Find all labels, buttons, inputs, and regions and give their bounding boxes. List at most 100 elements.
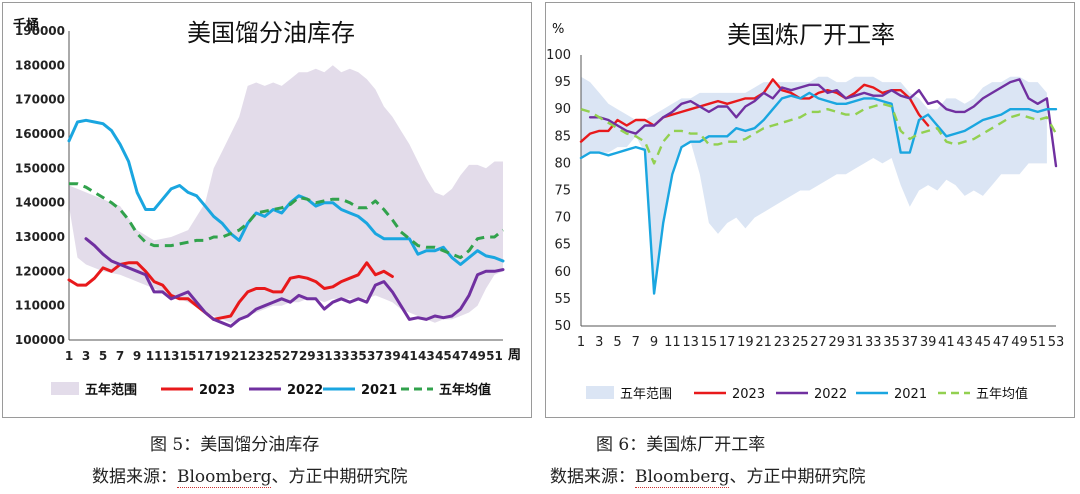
legend-label: 2021 <box>361 383 397 398</box>
x-tick-label: 23 <box>774 335 791 350</box>
figure-caption-left: 图 5：美国馏分油库存 <box>150 435 320 455</box>
x-tick-label: 3 <box>595 335 603 350</box>
x-tick-label: 9 <box>650 335 658 350</box>
x-tick-label: 15 <box>180 349 197 363</box>
five-year-range-band <box>69 65 503 323</box>
x-tick-label: 39 <box>920 335 937 350</box>
x-tick-label: 41 <box>938 335 955 350</box>
series-line-2021 <box>67 118 505 266</box>
legend-label: 五年范围 <box>620 387 672 402</box>
y-tick-label: 80 <box>554 156 571 171</box>
series-line-五年均值 <box>69 182 504 260</box>
x-tick-label: 31 <box>316 349 333 363</box>
x-tick-label: 35 <box>883 335 900 350</box>
source-suffix: 、方正中期研究院 <box>729 467 866 487</box>
series-line-2022 <box>588 78 1058 168</box>
distillate-stocks-chart: 美国馏分油库存 千桶周 100000 110000 120000 130000 140000… <box>13 17 521 398</box>
y-tick-label: 130000 <box>15 230 65 244</box>
chart-title: 美国馏分油库存 <box>187 19 355 47</box>
y-tick-label: 95 <box>554 75 571 90</box>
x-tick-label: 33 <box>333 349 350 363</box>
y-axis-unit-label: 千桶 <box>13 17 39 33</box>
x-tick-label: 51 <box>486 349 503 363</box>
legend-label: 五年均值 <box>439 382 491 398</box>
x-tick-label: 21 <box>755 335 772 350</box>
x-tick-label: 5 <box>613 335 621 350</box>
y-tick-label: 150000 <box>15 161 65 175</box>
series-line-五年均值 <box>580 102 1058 165</box>
x-tick-label: 51 <box>1029 335 1046 350</box>
legend-label: 2022 <box>814 387 847 402</box>
legend-label: 2022 <box>287 383 323 398</box>
chart-panel-distillate-stocks: 美国馏分油库存 千桶周 100000 110000 120000 130000 140000… <box>2 2 532 418</box>
x-tick-label: 21 <box>231 349 248 363</box>
x-tick-label: 17 <box>719 335 736 350</box>
x-tick-label: 27 <box>282 349 299 363</box>
x-tick-label: 33 <box>865 335 882 350</box>
x-tick-label: 7 <box>632 335 640 350</box>
x-tick-label: 45 <box>975 335 992 350</box>
source-name: Bloomberg <box>177 467 272 488</box>
y-tick-label: 180000 <box>15 58 65 72</box>
x-tick-label: 37 <box>902 335 919 350</box>
y-tick-label: 110000 <box>15 299 65 313</box>
y-tick-label: 55 <box>554 292 571 307</box>
x-tick-label: 45 <box>435 349 452 363</box>
legend-label: 2023 <box>732 387 765 402</box>
chart-title: 美国炼厂开工率 <box>727 21 895 49</box>
series-line-2023 <box>579 78 930 143</box>
x-tick-label: 13 <box>163 349 180 363</box>
x-tick-label: 19 <box>737 335 754 350</box>
source-note-right: 数据来源：Bloomberg、方正中期研究院 <box>550 462 866 488</box>
y-tick-label: 70 <box>554 211 571 226</box>
legend-label: 2023 <box>199 383 235 398</box>
x-tick-label: 37 <box>367 349 384 363</box>
y-tick-label: 75 <box>554 184 571 199</box>
x-tick-label: 5 <box>99 349 107 363</box>
x-tick-label: 29 <box>299 349 316 363</box>
x-tick-label: 29 <box>828 335 845 350</box>
x-tick-label: 3 <box>82 349 90 363</box>
x-tick-label: 7 <box>116 349 124 363</box>
y-tick-label: 160000 <box>15 127 65 141</box>
legend-swatch-range <box>586 386 614 399</box>
source-note-left: 数据来源：Bloomberg、方正中期研究院 <box>92 462 408 488</box>
x-tick-label: 25 <box>265 349 282 363</box>
y-tick-label: 65 <box>554 238 571 253</box>
x-axis-unit-label: 周 <box>508 348 521 363</box>
x-tick-label: 41 <box>401 349 418 363</box>
y-tick-label: 90 <box>554 102 571 117</box>
five-year-range-band <box>581 76 1047 294</box>
legend-label: 五年范围 <box>85 382 137 398</box>
x-tick-label: 9 <box>133 349 141 363</box>
source-suffix: 、方正中期研究院 <box>271 467 408 487</box>
x-tick-label: 43 <box>418 349 435 363</box>
x-tick-label: 17 <box>197 349 214 363</box>
x-tick-label: 39 <box>384 349 401 363</box>
y-tick-label: 100 <box>546 48 571 63</box>
legend-label: 2021 <box>894 387 927 402</box>
y-tick-label: 85 <box>554 129 571 144</box>
x-tick-label: 49 <box>469 349 486 363</box>
series-line-2023 <box>67 261 394 321</box>
series-line-2022 <box>84 237 505 328</box>
x-tick-label: 49 <box>1011 335 1028 350</box>
legend-label: 五年均值 <box>976 386 1028 402</box>
chart-panel-refinery-utilization: 美国炼厂开工率% 50 55 60 65 70 75 80 85 90 95 100 1 3 5 7 9 11 13… <box>545 2 1075 418</box>
x-tick-label: 15 <box>701 335 718 350</box>
source-name: Bloomberg <box>635 467 730 488</box>
x-tick-label: 47 <box>993 335 1010 350</box>
x-tick-label: 1 <box>65 349 73 363</box>
x-tick-label: 53 <box>1048 335 1065 350</box>
y-tick-label: 170000 <box>15 93 65 107</box>
x-tick-label: 47 <box>452 349 469 363</box>
x-tick-label: 1 <box>577 335 585 350</box>
x-tick-label: 11 <box>664 335 681 350</box>
y-tick-label: 190000 <box>15 24 65 38</box>
x-tick-label: 31 <box>847 335 864 350</box>
x-tick-label: 19 <box>214 349 231 363</box>
source-prefix: 数据来源： <box>92 467 177 487</box>
y-axis-unit-label: % <box>552 22 564 37</box>
x-tick-label: 11 <box>146 349 163 363</box>
